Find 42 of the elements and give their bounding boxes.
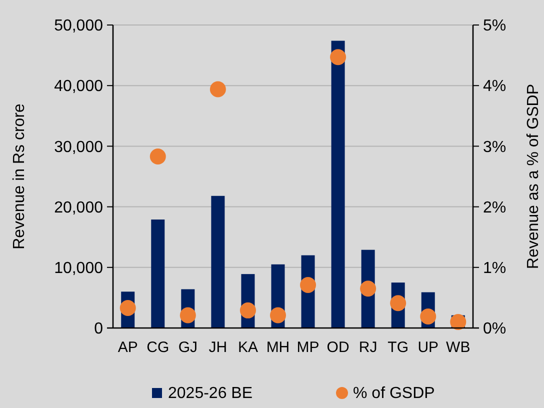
y2-axis-title: Revenue as a % of GSDP bbox=[525, 84, 542, 269]
x-tick-label: WB bbox=[446, 339, 470, 356]
y2-tick-label: 0% bbox=[483, 320, 506, 338]
x-tick-label: TG bbox=[388, 339, 409, 356]
y-tick-label: 50,000 bbox=[54, 18, 104, 35]
x-tick-label: MP bbox=[296, 339, 320, 356]
x-tick-label: UP bbox=[418, 339, 439, 356]
x-tick-label: OD bbox=[326, 339, 350, 356]
x-tick-label: JH bbox=[208, 339, 228, 356]
y2-tick-label: 3% bbox=[483, 138, 506, 156]
y2-tick-label: 5% bbox=[483, 18, 506, 35]
point bbox=[270, 307, 286, 324]
point bbox=[360, 280, 376, 297]
x-tick-label: KA bbox=[238, 339, 258, 356]
x-tick-label: CG bbox=[146, 339, 170, 356]
x-tick-label: AP bbox=[118, 339, 138, 356]
bar bbox=[331, 40, 345, 328]
y-tick-label: 0 bbox=[94, 320, 104, 338]
point bbox=[210, 81, 226, 98]
point bbox=[300, 276, 316, 293]
y-tick-label: 10,000 bbox=[54, 260, 104, 277]
legend-label: 2025-26 BE bbox=[168, 385, 253, 402]
x-tick-label: RJ bbox=[358, 339, 378, 356]
point bbox=[150, 148, 166, 164]
y2-tick-label: 2% bbox=[483, 199, 506, 216]
y-tick-label: 40,000 bbox=[54, 78, 104, 96]
legend-label: % of GSDP bbox=[353, 385, 435, 402]
point bbox=[390, 295, 406, 312]
y-tick-label: 30,000 bbox=[54, 138, 104, 156]
x-tick-label: GJ bbox=[178, 339, 198, 356]
y2-tick-label: 4% bbox=[483, 78, 506, 96]
point bbox=[240, 302, 256, 318]
bar bbox=[211, 196, 225, 328]
y-axis-title: Revenue in Rs crore bbox=[11, 103, 28, 250]
bar bbox=[151, 220, 165, 328]
y-tick-label: 20,000 bbox=[54, 199, 104, 216]
x-tick-label: MH bbox=[266, 339, 290, 356]
point bbox=[120, 300, 136, 316]
point bbox=[420, 308, 436, 324]
point bbox=[330, 49, 346, 66]
y2-tick-label: 1% bbox=[483, 260, 506, 277]
point bbox=[180, 307, 196, 324]
